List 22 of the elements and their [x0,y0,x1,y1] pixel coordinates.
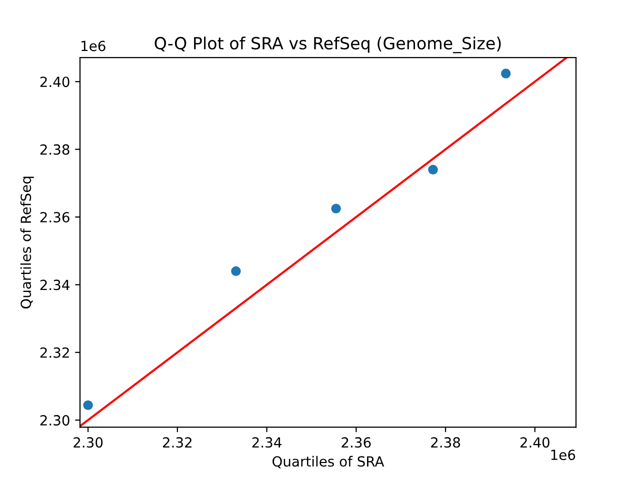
point [331,204,341,214]
point [428,164,438,174]
x-axis-title: Quartiles of SRA [272,456,384,468]
y-tick-label: 2.36 [40,212,70,222]
x-tick-label: 2.34 [252,437,282,448]
point [83,400,93,410]
y-axis-title: Quartiles of RefSeq [20,176,34,308]
y-tick-label: 2.30 [40,415,70,426]
point [500,68,511,78]
y-tick-label: 2.40 [40,76,70,88]
x-tick-label: 2.30 [74,437,103,448]
x-tick-label: 2.36 [342,437,371,448]
x-tick-label: 2.40 [520,437,550,448]
x-tick-label: 2.32 [162,437,192,448]
y-tick-label: 2.38 [40,144,70,155]
chart-title: Q-Q Plot of SRA vs RefSeq (Genome_Size) [154,36,501,54]
x-tick-label: 2.38 [431,437,460,448]
y-tick-label: 2.32 [40,347,69,358]
point [231,266,241,276]
text: 1e6 [82,40,106,52]
text: 1e6 [551,450,576,460]
y-tick-label: 2.34 [40,280,70,290]
